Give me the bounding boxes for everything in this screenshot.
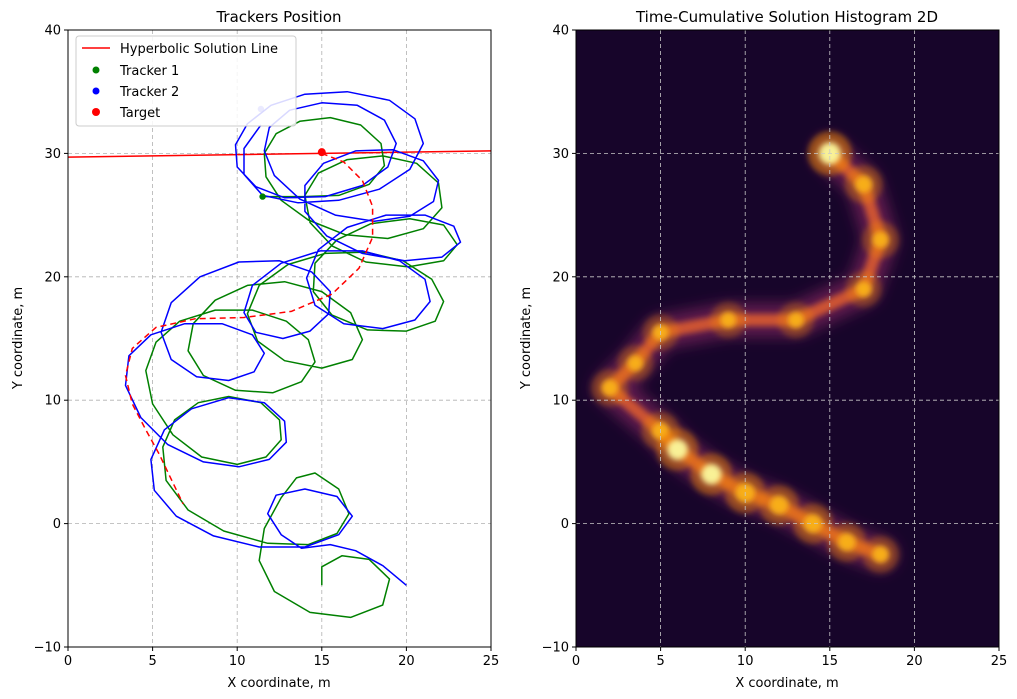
- heatmap-hotspot-core: [667, 439, 688, 460]
- legend-tracker1-label: Tracker 1: [119, 64, 179, 79]
- y-tick-label: 0: [561, 517, 569, 532]
- tracker-2-path: [124, 90, 462, 586]
- heatmap-hotspot-core: [872, 231, 890, 249]
- x-tick-label: 0: [572, 654, 580, 669]
- legend-tracker2-label: Tracker 2: [119, 85, 179, 100]
- legend-target-marker: [92, 108, 100, 116]
- y-tick-label: −10: [542, 641, 569, 656]
- x-tick-label: 20: [398, 654, 415, 669]
- heatmap-hotspot-core: [601, 379, 619, 397]
- legend-box: [75, 35, 297, 127]
- heatmap-hotspot-core: [720, 311, 737, 329]
- left-series-layer: [68, 90, 491, 619]
- right-chart: Time-Cumulative Solution Histogram 2D 0 5…: [519, 8, 1007, 691]
- heatmap-hotspot-core: [701, 463, 722, 485]
- legend-tracker1-marker: [92, 66, 100, 74]
- right-grid: [576, 30, 999, 647]
- tracker-1-marker: [259, 193, 266, 200]
- y-tick-label: 10: [552, 394, 569, 409]
- x-tick-label: 5: [148, 654, 156, 669]
- hyperbolic-solution-line-path: [68, 150, 491, 158]
- x-tick-label: 15: [314, 654, 331, 669]
- tracker-1-path: [145, 116, 458, 619]
- heatmap-hotspot-core: [627, 354, 644, 372]
- heatmap-hotspot-core: [803, 514, 823, 534]
- y-tick-label: 40: [552, 24, 569, 39]
- x-tick-label: 25: [483, 654, 500, 669]
- y-tick-label: −10: [34, 641, 61, 656]
- y-tick-label: 20: [552, 270, 569, 285]
- x-tick-label: 10: [737, 654, 754, 669]
- left-y-axis-label: Y coordinate, m: [11, 287, 26, 390]
- legend-hyperbolic-label: Hyperbolic Solution Line: [120, 42, 278, 57]
- x-tick-label: 5: [656, 654, 664, 669]
- heatmap-hotspot-core: [855, 280, 872, 298]
- left-plot-frame: [67, 29, 492, 648]
- target-path: [124, 152, 374, 505]
- right-x-axis-label: X coordinate, m: [735, 676, 838, 691]
- left-x-axis-label: X coordinate, m: [227, 676, 330, 691]
- x-tick-label: 0: [64, 654, 72, 669]
- x-tick-label: 15: [822, 654, 839, 669]
- y-tick-label: 10: [44, 394, 61, 409]
- x-tick-label: 20: [906, 654, 923, 669]
- legend-target-label: Target: [119, 106, 160, 121]
- heatmap-hotspot-core: [769, 495, 789, 515]
- y-tick-label: 40: [44, 24, 61, 39]
- legend: Hyperbolic Solution Line Tracker 1 Track…: [75, 35, 297, 127]
- right-chart-title: Time-Cumulative Solution Histogram 2D: [635, 8, 938, 26]
- y-tick-label: 0: [53, 517, 61, 532]
- right-plot-frame: [575, 29, 1000, 648]
- heatmap-hotspot-core: [854, 175, 873, 194]
- x-tick-label: 25: [991, 654, 1008, 669]
- x-tick-label: 10: [229, 654, 246, 669]
- right-y-axis-label: Y coordinate, m: [519, 287, 534, 390]
- heatmap-hotspot-core: [787, 311, 805, 329]
- left-chart-title: Trackers Position: [215, 8, 341, 26]
- y-tick-label: 30: [44, 147, 61, 162]
- y-tick-label: 20: [44, 270, 61, 285]
- target-marker: [317, 148, 326, 157]
- left-chart: Trackers Position 0 5 10 15 20 25−10010203040…: [11, 8, 499, 691]
- legend-tracker2-marker: [92, 87, 100, 95]
- heatmap-hotspot-core: [837, 532, 856, 552]
- y-tick-label: 30: [552, 147, 569, 162]
- heatmap-hotspot-core: [872, 545, 890, 563]
- heatmap-layer: [576, 30, 999, 647]
